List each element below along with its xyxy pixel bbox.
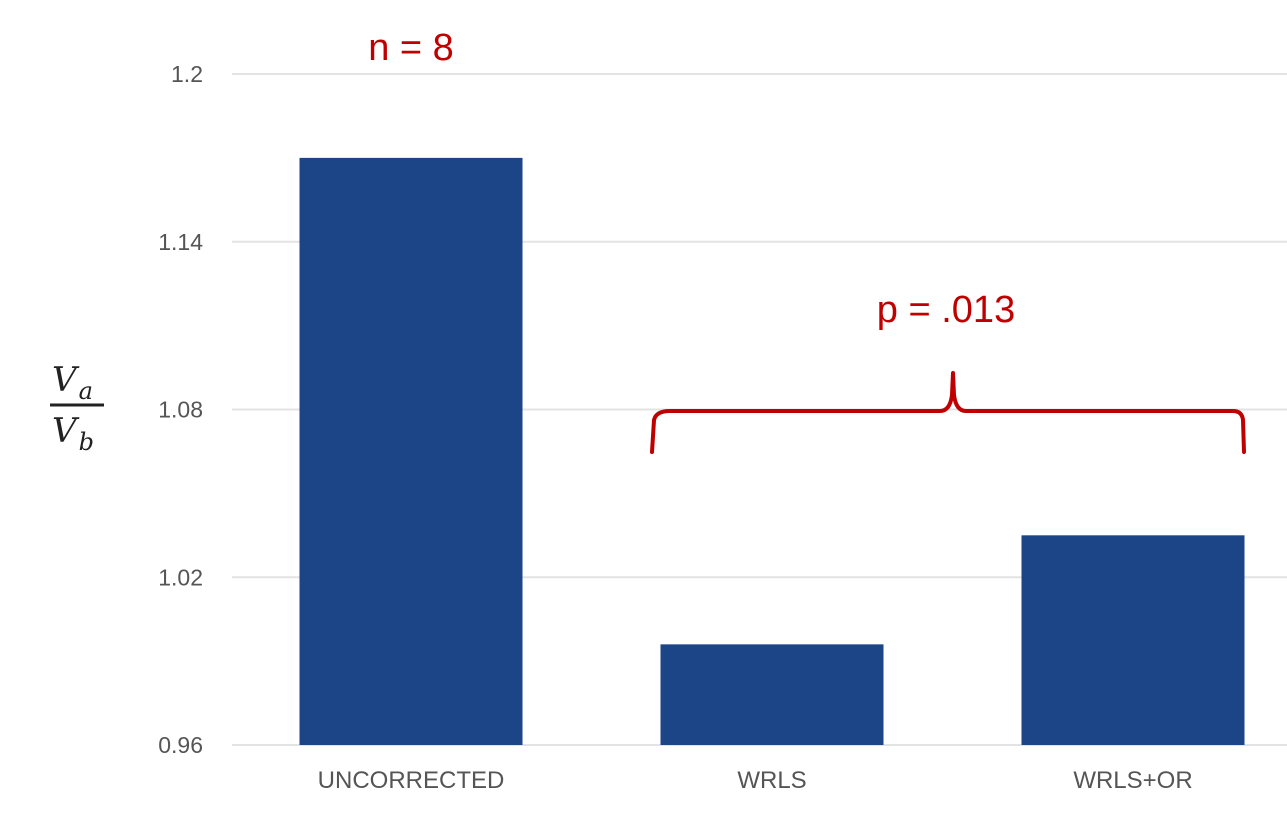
x-tick-label: WRLS+OR (1073, 767, 1192, 794)
bar-wrls (660, 644, 884, 745)
sample-size-annotation: n = 8 (368, 27, 454, 69)
y-tick-label: 1.2 (171, 61, 203, 87)
x-tick-labels: UNCORRECTED WRLS WRLS+OR (318, 767, 1193, 794)
bars (299, 157, 1245, 745)
bar-uncorrected (299, 157, 523, 745)
y-tick-label: 0.96 (158, 732, 203, 758)
y-tick-label: 1.08 (158, 397, 203, 423)
bar-wrls-or (1021, 535, 1245, 745)
y-axis-label: Va Vb (50, 360, 104, 456)
y-tick-label: 1.02 (158, 564, 203, 590)
significance-brace (650, 371, 1246, 454)
p-value-annotation: p = .013 (877, 289, 1015, 331)
y-tick-labels: 0.96 1.02 1.08 1.14 1.2 (158, 61, 203, 758)
x-tick-label: WRLS (737, 767, 806, 794)
y-label-denominator: Vb (52, 411, 94, 456)
x-tick-label: UNCORRECTED (318, 767, 505, 794)
y-label-numerator: Va (52, 360, 93, 405)
y-tick-label: 1.14 (158, 229, 203, 255)
